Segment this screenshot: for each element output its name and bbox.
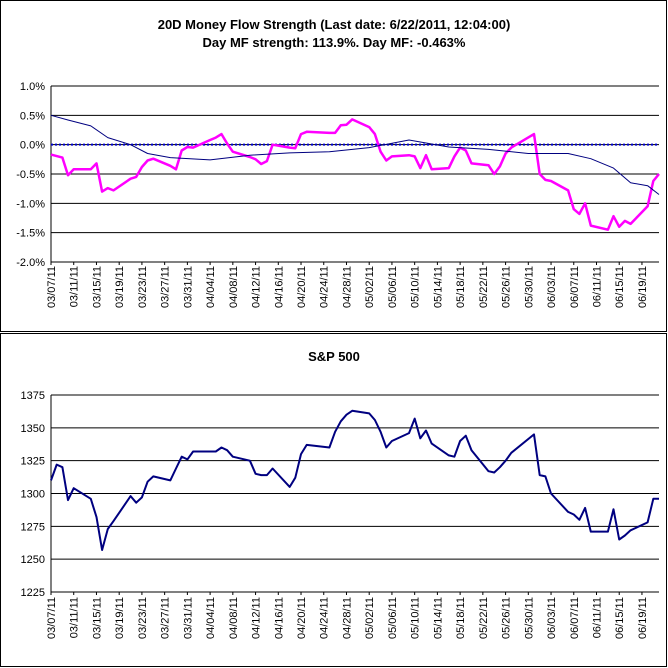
mf-x-tick-label: 03/27/11 — [160, 266, 172, 308]
sp-x-tick-label: 04/24/11 — [319, 597, 331, 639]
mf-y-tick-label: 0.5% — [20, 110, 45, 122]
mf-x-tick-label: 04/16/11 — [273, 266, 285, 308]
sp-x-tick-label: 05/02/11 — [364, 597, 376, 639]
sp-series-line-1 — [50, 409, 659, 551]
sp-x-tick-label: 05/26/11 — [501, 597, 513, 639]
sp-y-tick-label: 1325 — [21, 456, 45, 468]
sp-x-tick-label: 04/08/11 — [228, 597, 240, 639]
mf-x-tick-label: 03/23/11 — [137, 266, 149, 308]
mf-series-line-2 — [50, 114, 660, 195]
sp-x-tick-label: 03/19/11 — [114, 597, 126, 639]
sp-x-tick-label: 05/14/11 — [432, 597, 444, 639]
sp-x-tick-label: 04/12/11 — [251, 597, 263, 639]
mf-x-tick-label: 05/02/11 — [364, 266, 376, 308]
mf-x-tick-label: 05/18/11 — [455, 266, 467, 308]
mf-x-tick-label: 04/28/11 — [341, 266, 353, 308]
sp-x-tick-label: 04/16/11 — [273, 597, 285, 639]
mf-y-tick-label: -1.5% — [16, 228, 45, 240]
mf-x-tick-label: 05/22/11 — [478, 266, 490, 308]
mf-x-tick-label: 04/24/11 — [319, 266, 331, 308]
sp-x-tick-label: 06/15/11 — [614, 597, 626, 639]
mf-y-tick-label: 0.0% — [20, 140, 45, 152]
sp-chart-title: S&P 500 — [308, 349, 360, 364]
sp-x-tick-label: 03/27/11 — [160, 597, 172, 639]
mf-x-tick-label: 03/31/11 — [182, 266, 194, 308]
mf-x-tick-label: 04/08/11 — [228, 266, 240, 308]
sp-y-tick-label: 1375 — [21, 390, 45, 402]
mf-x-tick-label: 03/11/11 — [69, 266, 81, 307]
mf-x-tick-label: 05/14/11 — [432, 266, 444, 308]
mf-x-tick-label: 06/03/11 — [546, 266, 558, 308]
mf-x-tick-label: 03/15/11 — [91, 266, 103, 308]
sp-x-tick-label: 03/15/11 — [91, 597, 103, 639]
sp-x-tick-label: 06/03/11 — [546, 597, 558, 639]
sp-x-tick-label: 06/19/11 — [637, 597, 649, 639]
mf-x-tick-label: 06/15/11 — [614, 266, 626, 308]
mf-series-line-1 — [50, 118, 660, 231]
sp-x-tick-label: 05/06/11 — [387, 597, 399, 639]
mf-x-tick-label: 04/20/11 — [296, 266, 308, 308]
mf-x-tick-label: 05/10/11 — [410, 266, 422, 308]
sp-x-tick-label: 05/18/11 — [455, 597, 467, 639]
mf-plot-area: 1.0% 0.5% 0.0% -0.5% -1.0% -1.5% -2.0%03/07/11… — [16, 81, 660, 308]
sp-x-tick-label: 03/23/11 — [137, 597, 149, 639]
mf-chart-title: 20D Money Flow Strength (Last date: 6/22… — [158, 17, 511, 32]
mf-x-tick-label: 06/07/11 — [569, 266, 581, 308]
mf-x-tick-label: 06/19/11 — [637, 266, 649, 308]
mf-x-tick-label: 05/30/11 — [523, 266, 535, 308]
sp-x-tick-label: 03/07/11 — [46, 597, 58, 639]
mf-y-tick-label: -0.5% — [16, 169, 45, 181]
mf-chart-subtitle: Day MF strength: 113.9%. Day MF: -0.463% — [203, 35, 466, 50]
sp-x-tick-label: 05/22/11 — [478, 597, 490, 639]
bottom-chart-frame — [0, 333, 667, 667]
sp-x-tick-label: 03/11/11 — [69, 597, 81, 638]
sp-y-tick-label: 1225 — [21, 587, 45, 599]
sp-x-tick-label: 04/04/11 — [205, 597, 217, 639]
sp-x-tick-label: 05/30/11 — [523, 597, 535, 639]
sp-x-tick-label: 06/07/11 — [569, 597, 581, 639]
sp-x-tick-label: 04/20/11 — [296, 597, 308, 639]
mf-x-tick-label: 05/06/11 — [387, 266, 399, 308]
sp-x-tick-label: 06/11/11 — [591, 597, 603, 638]
mf-x-tick-label: 03/19/11 — [114, 266, 126, 308]
mf-x-tick-label: 04/04/11 — [205, 266, 217, 308]
mf-y-tick-label: -1.0% — [16, 198, 45, 210]
sp-x-tick-label: 03/31/11 — [182, 597, 194, 639]
mf-x-tick-label: 03/07/11 — [46, 266, 58, 308]
sp-y-tick-label: 1275 — [21, 521, 45, 533]
mf-x-tick-label: 06/11/11 — [591, 266, 603, 307]
top-chart-frame — [0, 0, 667, 332]
sp-y-tick-label: 1350 — [21, 423, 45, 435]
mf-y-tick-label: 1.0% — [20, 81, 45, 93]
mf-y-tick-label: -2.0% — [16, 257, 45, 269]
sp-y-tick-label: 1250 — [21, 554, 45, 566]
mf-x-tick-label: 05/26/11 — [501, 266, 513, 308]
sp-x-tick-label: 04/28/11 — [341, 597, 353, 639]
sp-y-tick-label: 1300 — [21, 489, 45, 501]
sp-x-tick-label: 05/10/11 — [410, 597, 422, 639]
mf-x-tick-label: 04/12/11 — [251, 266, 263, 308]
